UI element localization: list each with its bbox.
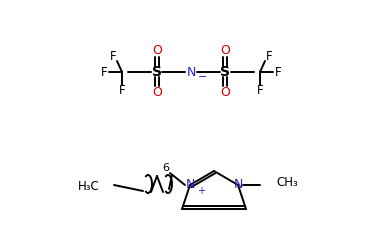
Text: F: F <box>101 65 107 79</box>
Text: O: O <box>152 44 162 58</box>
Text: CH₃: CH₃ <box>276 177 298 189</box>
Text: N: N <box>186 65 196 79</box>
Text: +: + <box>197 186 205 196</box>
Text: N: N <box>233 179 243 191</box>
Text: F: F <box>266 50 272 63</box>
Text: F: F <box>119 83 125 97</box>
Text: F: F <box>257 83 263 97</box>
Text: F: F <box>110 50 116 63</box>
Text: S: S <box>220 65 230 79</box>
Text: O: O <box>220 85 230 99</box>
Text: −: − <box>198 72 207 82</box>
Text: O: O <box>220 44 230 58</box>
Text: N: N <box>185 179 195 191</box>
Text: S: S <box>152 65 162 79</box>
Text: H₃C: H₃C <box>78 181 100 193</box>
Text: 6: 6 <box>163 163 170 173</box>
Text: O: O <box>152 85 162 99</box>
Text: F: F <box>275 65 281 79</box>
